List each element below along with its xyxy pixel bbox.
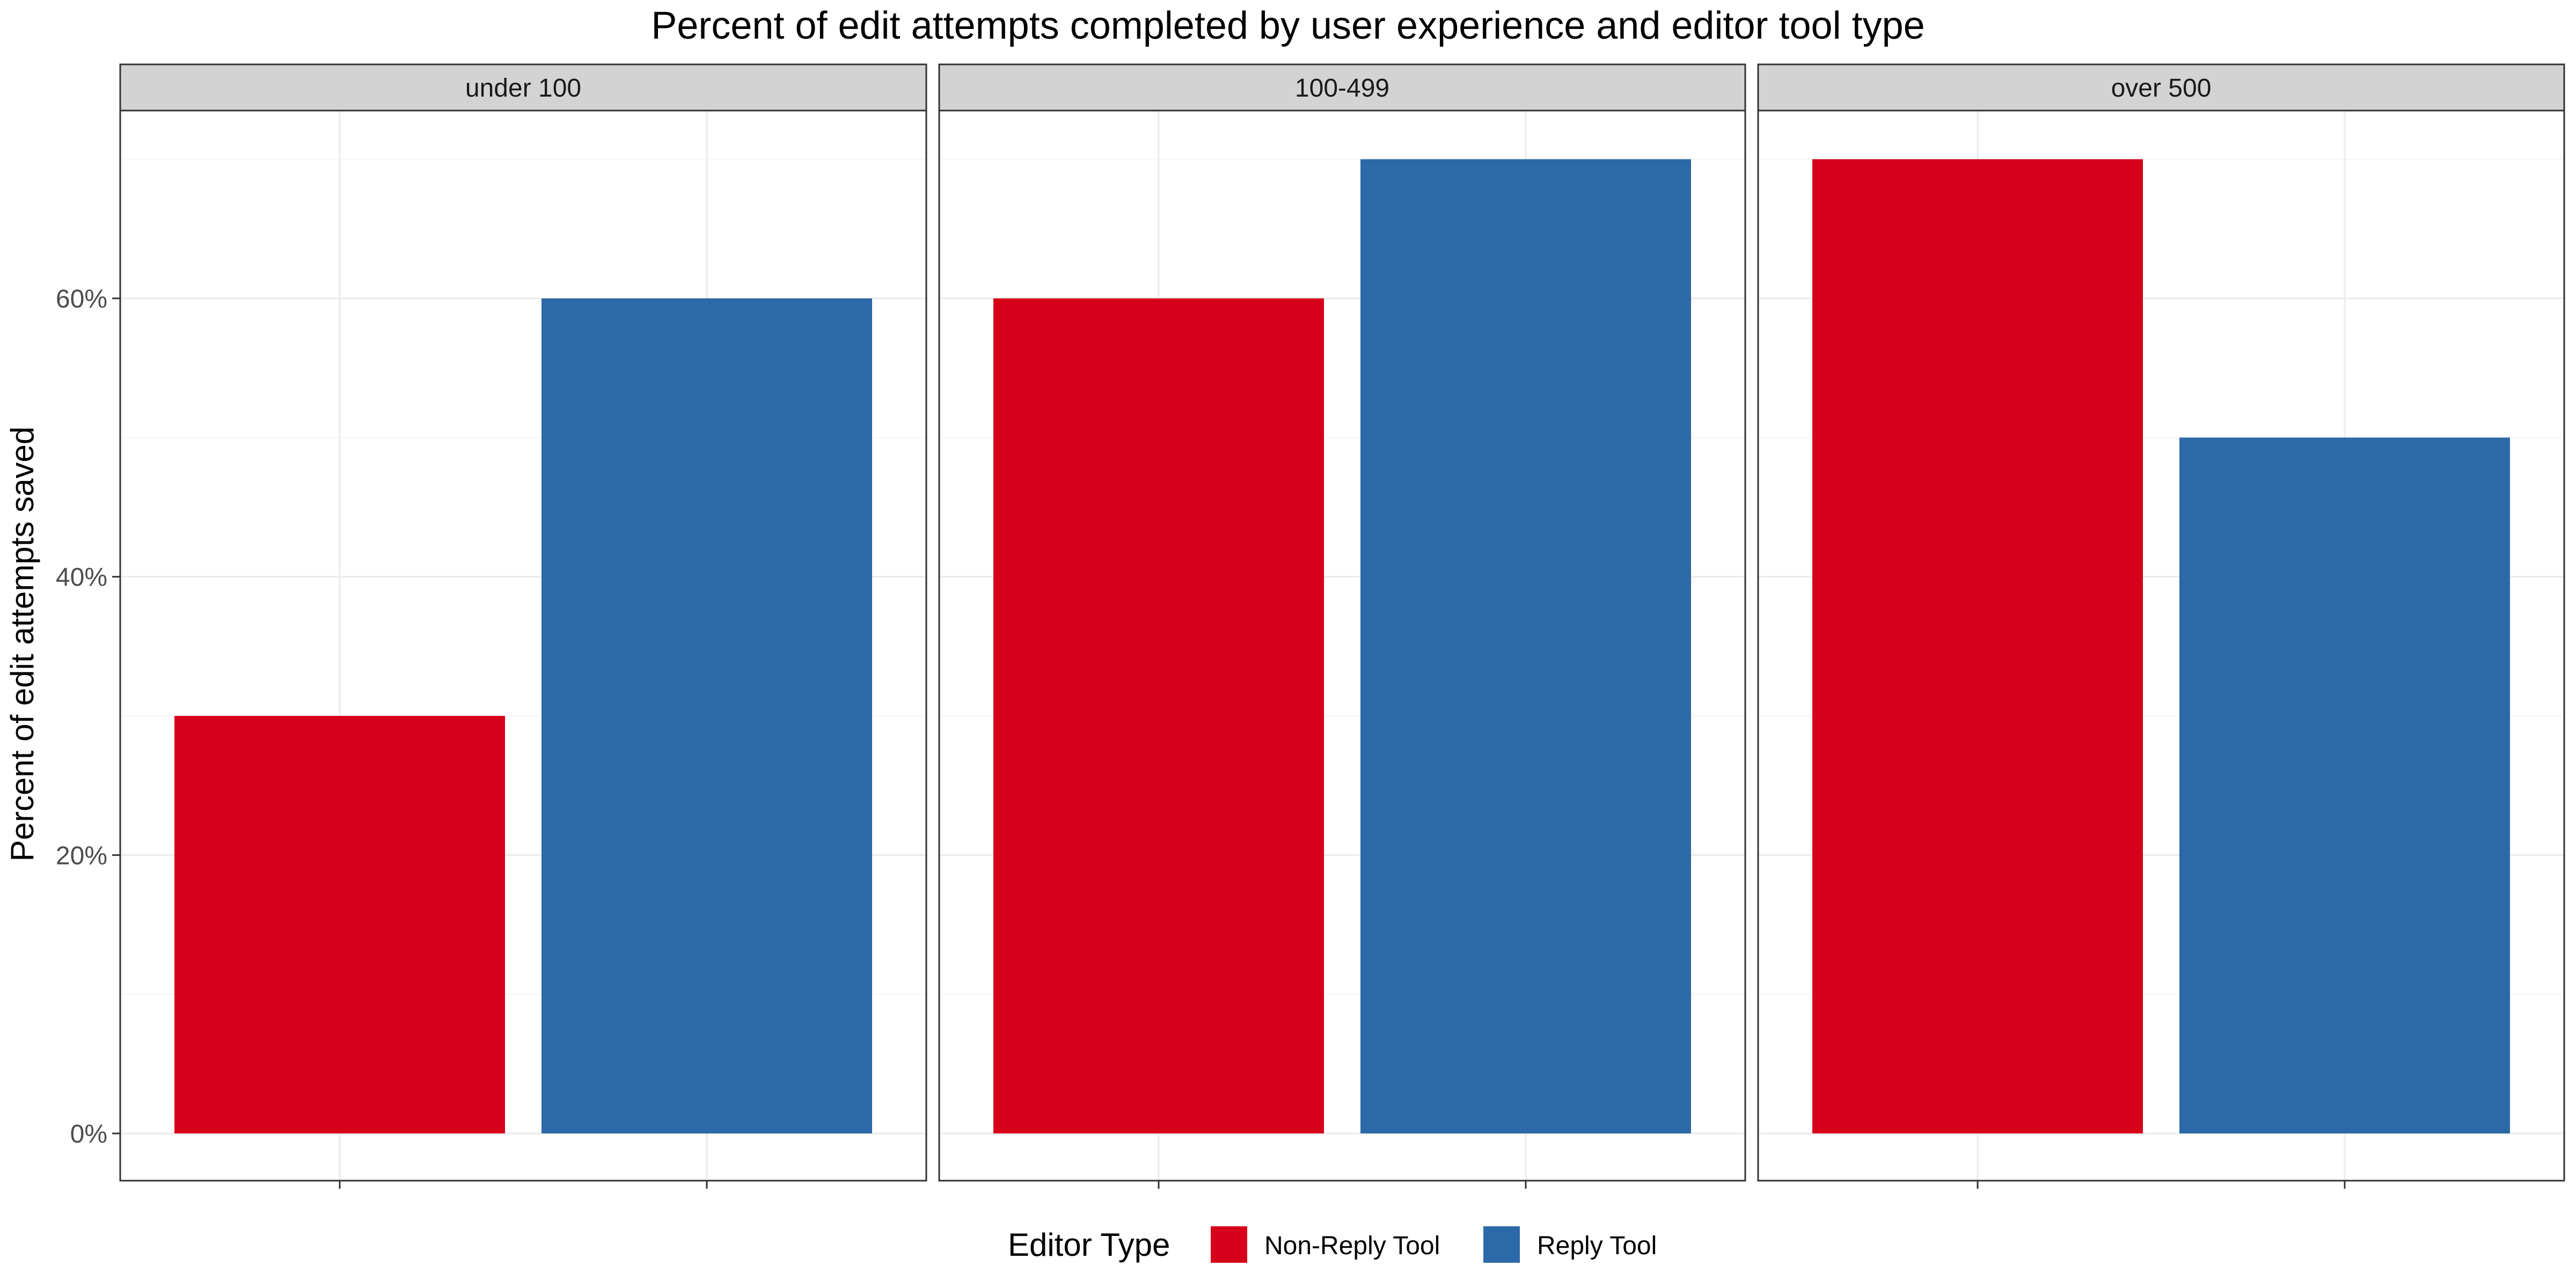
facet-strip <box>119 63 927 112</box>
y-tick-label: 40% <box>56 564 107 592</box>
legend-title: Editor Type <box>1008 1227 1170 1263</box>
legend-key <box>1211 1226 1247 1263</box>
y-tick-label: 60% <box>56 285 107 313</box>
facet-strip-label: 100-499 <box>1295 74 1389 103</box>
chart-title: Percent of edit attempts completed by us… <box>651 4 1924 47</box>
facet-strip-label: over 500 <box>2111 74 2212 103</box>
legend-item: Reply Tool <box>1483 1226 1657 1263</box>
legend-label: Reply Tool <box>1537 1232 1657 1260</box>
legend-items: Non-Reply Tool Reply Tool <box>1211 1226 1657 1263</box>
bar <box>993 298 1324 1133</box>
panel-border <box>119 109 927 1182</box>
legend-label: Non-Reply Tool <box>1264 1232 1440 1260</box>
bar <box>2179 437 2510 1134</box>
facet-panel: over 500 <box>1757 63 2565 1189</box>
bar <box>1360 159 1691 1134</box>
facet-panels: under 100 100-499 over 500 <box>119 63 2565 1189</box>
y-axis: 0% 20% 40% 60% <box>56 285 120 1148</box>
facet-strip <box>1757 63 2565 112</box>
bar <box>174 716 505 1133</box>
legend-item: Non-Reply Tool <box>1211 1226 1440 1263</box>
y-tick-label: 20% <box>56 841 107 870</box>
bar <box>1812 159 2143 1134</box>
facet-panel: 100-499 <box>938 63 1746 1189</box>
legend-key <box>1483 1226 1520 1263</box>
facet-panel: under 100 <box>119 63 927 1189</box>
panel-border <box>1757 109 2565 1182</box>
panel-border <box>938 109 1746 1182</box>
y-tick-label: 0% <box>70 1120 107 1148</box>
facet-strip-label: under 100 <box>465 74 581 103</box>
legend: Editor Type Non-Reply Tool Reply Tool <box>1008 1226 1657 1263</box>
facet-strip <box>938 63 1746 112</box>
y-axis-title: Percent of edit attempts saved <box>4 427 40 861</box>
bar <box>541 298 872 1133</box>
